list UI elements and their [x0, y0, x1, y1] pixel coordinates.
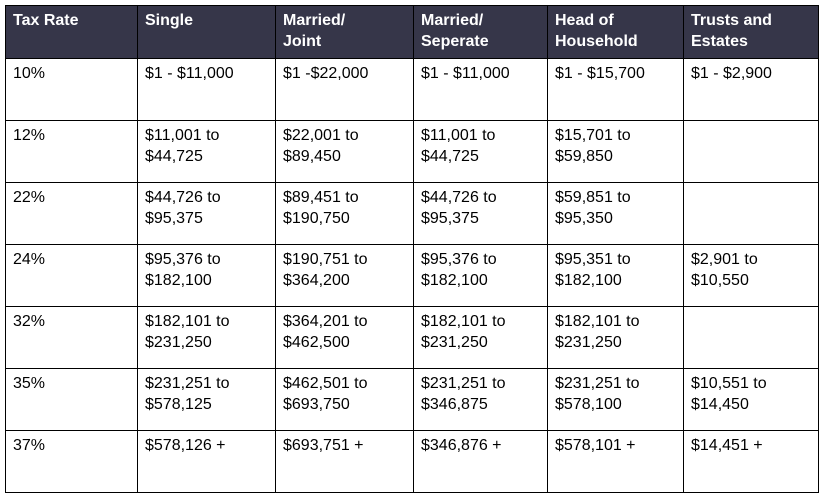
bracket-cell-married-joint: $89,451 to $190,750 [275, 182, 414, 245]
tax-rate-cell: 22% [5, 182, 138, 245]
tax-rate-cell: 24% [5, 244, 138, 307]
table-row: 10% $1 - $11,000 $1 -$22,000 $1 - $11,00… [5, 58, 819, 121]
column-header-single: Single [137, 5, 276, 59]
bracket-cell-trusts-estates: $14,451 + [683, 430, 819, 493]
table-row: 24% $95,376 to $182,100 $190,751 to $364… [5, 244, 819, 307]
bracket-cell-married-separate: $231,251 to $346,875 [413, 368, 548, 431]
bracket-cell-married-joint: $1 -$22,000 [275, 58, 414, 121]
column-header-married-separate: Married/ Seperate [413, 5, 548, 59]
bracket-cell-head-of-household: $95,351 to $182,100 [547, 244, 684, 307]
header-row: Tax Rate Single Married/ Joint Married/ … [5, 5, 819, 59]
bracket-cell-married-separate: $44,726 to $95,375 [413, 182, 548, 245]
bracket-cell-married-joint: $693,751 + [275, 430, 414, 493]
column-header-married-joint: Married/ Joint [275, 5, 414, 59]
bracket-cell-trusts-estates: $2,901 to $10,550 [683, 244, 819, 307]
bracket-cell-single: $1 - $11,000 [137, 58, 276, 121]
bracket-cell-head-of-household: $231,251 to $578,100 [547, 368, 684, 431]
tax-rate-cell: 32% [5, 306, 138, 369]
bracket-cell-single: $11,001 to $44,725 [137, 120, 276, 183]
column-header-tax-rate: Tax Rate [5, 5, 138, 59]
tax-rate-cell: 37% [5, 430, 138, 493]
tax-rate-cell: 12% [5, 120, 138, 183]
bracket-cell-married-joint: $462,501 to $693,750 [275, 368, 414, 431]
bracket-cell-married-separate: $95,376 to $182,100 [413, 244, 548, 307]
bracket-cell-married-separate: $1 - $11,000 [413, 58, 548, 121]
bracket-cell-single: $231,251 to $578,125 [137, 368, 276, 431]
bracket-cell-head-of-household: $182,101 to $231,250 [547, 306, 684, 369]
bracket-cell-married-joint: $364,201 to $462,500 [275, 306, 414, 369]
bracket-cell-trusts-estates: $10,551 to $14,450 [683, 368, 819, 431]
bracket-cell-married-joint: $190,751 to $364,200 [275, 244, 414, 307]
tax-rate-cell: 35% [5, 368, 138, 431]
bracket-cell-head-of-household: $578,101 + [547, 430, 684, 493]
column-header-trusts-estates: Trusts and Estates [683, 5, 819, 59]
table-row: 37% $578,126 + $693,751 + $346,876 + $57… [5, 430, 819, 493]
bracket-cell-married-separate: $182,101 to $231,250 [413, 306, 548, 369]
bracket-cell-trusts-estates [683, 182, 819, 245]
tax-bracket-table: Tax Rate Single Married/ Joint Married/ … [5, 5, 819, 493]
table-row: 35% $231,251 to $578,125 $462,501 to $69… [5, 368, 819, 431]
bracket-cell-married-separate: $346,876 + [413, 430, 548, 493]
bracket-cell-single: $95,376 to $182,100 [137, 244, 276, 307]
tax-rate-cell: 10% [5, 58, 138, 121]
table-row: 32% $182,101 to $231,250 $364,201 to $46… [5, 306, 819, 369]
bracket-cell-single: $578,126 + [137, 430, 276, 493]
bracket-cell-head-of-household: $59,851 to $95,350 [547, 182, 684, 245]
bracket-cell-married-separate: $11,001 to $44,725 [413, 120, 548, 183]
table-header: Tax Rate Single Married/ Joint Married/ … [5, 5, 819, 59]
bracket-cell-single: $44,726 to $95,375 [137, 182, 276, 245]
bracket-cell-head-of-household: $15,701 to $59,850 [547, 120, 684, 183]
bracket-cell-trusts-estates [683, 120, 819, 183]
column-header-head-of-household: Head of Household [547, 5, 684, 59]
table-row: 22% $44,726 to $95,375 $89,451 to $190,7… [5, 182, 819, 245]
bracket-cell-trusts-estates: $1 - $2,900 [683, 58, 819, 121]
bracket-cell-single: $182,101 to $231,250 [137, 306, 276, 369]
bracket-cell-trusts-estates [683, 306, 819, 369]
bracket-cell-head-of-household: $1 - $15,700 [547, 58, 684, 121]
table-body: 10% $1 - $11,000 $1 -$22,000 $1 - $11,00… [5, 58, 819, 493]
table-row: 12% $11,001 to $44,725 $22,001 to $89,45… [5, 120, 819, 183]
bracket-cell-married-joint: $22,001 to $89,450 [275, 120, 414, 183]
